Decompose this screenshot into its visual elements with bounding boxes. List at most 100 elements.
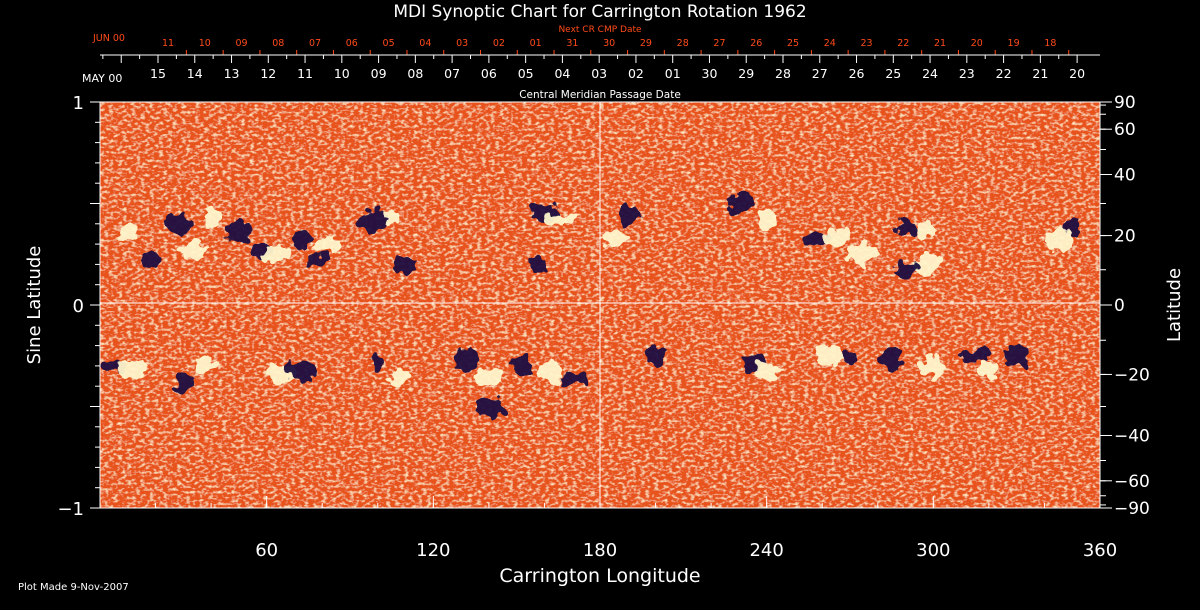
negative-flux-region [890, 263, 921, 278]
negative-flux-region [305, 253, 328, 268]
negative-flux-region [960, 348, 990, 363]
y-left-tick-label: 1 [73, 93, 84, 114]
negative-flux-region [394, 255, 417, 274]
negative-flux-region [1063, 218, 1082, 237]
cmp-date-label: 29 [738, 66, 754, 81]
cmp-date-label: 12 [260, 66, 276, 81]
negative-flux-region [174, 369, 193, 392]
x-tick-label: 240 [749, 540, 783, 561]
next-cmp-date-label: 11 [162, 38, 174, 49]
cmp-axis-label: Central Meridian Passage Date [519, 89, 681, 101]
cmp-date-label: 02 [628, 66, 644, 81]
y-right-tick-label: 20 [1114, 227, 1136, 247]
next-cmp-date-label: 02 [493, 38, 505, 49]
y-axis-left: 1 0 −1 [57, 93, 100, 520]
cmp-date-label: 08 [407, 66, 423, 81]
next-cmp-date-label: 21 [934, 38, 946, 49]
cmp-date-label: 25 [885, 66, 901, 81]
next-cmp-date-label: 28 [677, 38, 689, 49]
next-cmp-date-label: 25 [787, 38, 799, 49]
positive-flux-region [382, 210, 401, 225]
y-left-tick-label: −1 [57, 499, 84, 520]
y-axis-label-left: Sine Latitude [24, 246, 45, 365]
x-tick-label: 60 [255, 540, 278, 561]
cmp-date-label: 22 [996, 66, 1012, 81]
next-cmp-date-label: 03 [456, 38, 468, 49]
next-cmp-date-label: 27 [713, 38, 725, 49]
positive-flux-region [194, 358, 217, 373]
next-cmp-date-label: 30 [603, 38, 615, 49]
next-cmp-date-label: 06 [346, 38, 358, 49]
y-axis-right: 90 60 40 20 0 −20 −40 −60 −90 [1100, 93, 1150, 519]
x-axis: 60 120 180 240 300 360 [155, 496, 1117, 561]
negative-flux-region [880, 350, 903, 369]
cmp-month-start: MAY 00 [82, 72, 122, 85]
positive-flux-region [176, 243, 207, 258]
next-cmp-date-label: 04 [419, 38, 431, 49]
next-cmp-date-axis: 11 10 09 08 07 06 05 04 03 02 01 31 30 29 28 27 26 25 24 23… [162, 38, 1070, 55]
next-cmp-date-label: 23 [860, 38, 872, 49]
negative-flux-region [805, 233, 828, 248]
negative-flux-region [896, 220, 915, 235]
cmp-date-label: 28 [775, 66, 791, 81]
y-right-tick-label: 90 [1114, 93, 1136, 113]
cmp-date-label: 03 [591, 66, 607, 81]
x-tick-label: 360 [1083, 540, 1117, 561]
positive-flux-region [823, 229, 850, 248]
positive-flux-region [914, 222, 936, 241]
y-right-tick-label: −90 [1114, 499, 1150, 519]
next-cmp-month-start: JUN 00 [92, 33, 125, 44]
positive-flux-region [314, 235, 341, 254]
y-right-tick-label: −40 [1114, 426, 1150, 446]
next-cmp-date-label: 09 [235, 38, 247, 49]
positive-flux-region [600, 231, 627, 246]
cmp-date-label: 13 [224, 66, 240, 81]
cmp-date-label: 20 [1069, 66, 1085, 81]
cmp-date-label: 14 [187, 66, 203, 81]
positive-flux-region [202, 206, 221, 225]
y-left-tick-label: 0 [73, 296, 84, 317]
positive-flux-region [914, 253, 941, 276]
y-right-tick-label: 0 [1114, 296, 1125, 316]
active-regions [100, 194, 1082, 416]
y-right-tick-label: 40 [1114, 166, 1136, 186]
negative-flux-region [841, 350, 859, 365]
negative-flux-region [227, 220, 250, 243]
negative-flux-region [453, 348, 480, 371]
cmp-date-label: 10 [334, 66, 350, 81]
positive-flux-region [473, 369, 504, 384]
negative-flux-region [513, 356, 532, 375]
negative-flux-region [1005, 344, 1028, 367]
cmp-date-label: 30 [702, 66, 718, 81]
positive-flux-region [543, 212, 574, 227]
next-cmp-date-label: 05 [383, 38, 395, 49]
cmp-date-label: 27 [812, 66, 828, 81]
cmp-date-label: 04 [554, 66, 570, 81]
y-right-tick-label: 60 [1114, 120, 1136, 140]
negative-flux-region [616, 202, 639, 225]
next-cmp-date-label: 07 [309, 38, 321, 49]
chart-title: MDI Synoptic Chart for Carrington Rotati… [393, 2, 806, 22]
negative-flux-region [357, 208, 388, 231]
cmp-date-axis: 15 14 13 12 11 10 09 08 07 06 05 04 03 02 01 30 29 28 27 26… [100, 54, 1100, 81]
cmp-date-label: 23 [959, 66, 975, 81]
next-cmp-date-label: 20 [971, 38, 983, 49]
negative-flux-region [473, 397, 504, 416]
next-cmp-date-label: 08 [272, 38, 284, 49]
cmp-date-label: 21 [1032, 66, 1048, 81]
y-axis-label-right: Latitude [1164, 268, 1185, 342]
next-cmp-date-label: 22 [897, 38, 909, 49]
x-tick-label: 300 [916, 540, 950, 561]
positive-flux-region [389, 369, 411, 388]
cmp-date-label: 07 [444, 66, 460, 81]
positive-flux-region [118, 360, 149, 379]
negative-flux-region [164, 212, 191, 235]
positive-flux-region [812, 344, 843, 367]
next-cmp-date-label: 31 [566, 38, 578, 49]
next-cmp-date-label: 29 [640, 38, 652, 49]
cmp-date-label: 26 [849, 66, 865, 81]
next-cmp-label: Next CR CMP Date [558, 25, 642, 35]
cmp-date-label: 24 [922, 66, 938, 81]
x-tick-label: 120 [416, 540, 450, 561]
positive-flux-region [753, 362, 780, 381]
